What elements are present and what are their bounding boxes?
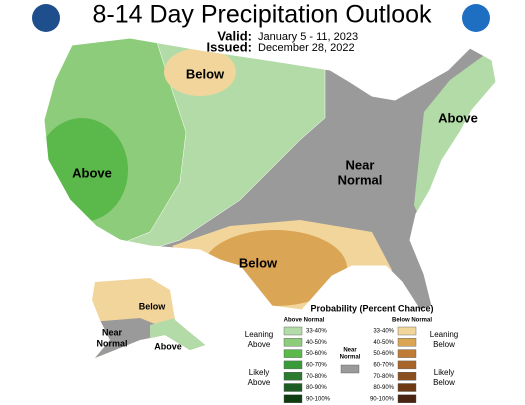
legend-label: 70-80% <box>306 374 327 380</box>
group-label: Likely <box>249 368 269 377</box>
region-label: Normal <box>338 172 383 187</box>
near-normal-swatch <box>340 364 360 374</box>
doc-logo <box>32 4 60 32</box>
group-label: Below <box>433 378 455 387</box>
legend-label: 50-60% <box>306 351 327 357</box>
group-label: Below <box>433 340 455 349</box>
title: 8-14 Day Precipitation Outlook <box>92 1 432 29</box>
legend-label: 80-90% <box>373 385 394 391</box>
group-label: Leaning <box>245 330 273 339</box>
legend-swatch <box>283 326 303 336</box>
legend-title: Probability (Percent Chance) <box>310 303 433 313</box>
legend-swatch <box>397 326 417 336</box>
legend-label: 40-50% <box>373 340 394 346</box>
legend-swatch <box>397 360 417 370</box>
legend-label: 60-70% <box>306 362 327 368</box>
legend-swatch <box>283 394 303 403</box>
legend-swatch <box>397 372 417 381</box>
legend-header: Near <box>343 348 357 354</box>
region-label: Above <box>438 110 478 125</box>
region-label: Near <box>346 157 375 172</box>
legend-swatch <box>283 349 303 358</box>
group-label: Above <box>248 378 271 387</box>
legend-label: 50-60% <box>373 351 394 357</box>
valid-label: Valid: <box>217 28 252 43</box>
issued: December 28, 2022 <box>258 42 355 54</box>
legend-label: 90-100% <box>306 396 331 402</box>
region-label: Near <box>102 327 123 337</box>
legend-label: 60-70% <box>373 362 394 368</box>
legend-header: Normal <box>340 355 361 361</box>
legend-label: 40-50% <box>306 340 327 346</box>
group-label: Likely <box>434 368 454 377</box>
us-outline <box>43 37 497 311</box>
legend: Probability (Percent Chance) Above Norma… <box>245 303 458 403</box>
legend-label: 80-90% <box>306 385 327 391</box>
group-label: Above <box>248 340 271 349</box>
region-label: Normal <box>96 338 127 348</box>
valid: January 5 - 11, 2023 <box>258 31 358 43</box>
alaska <box>92 278 205 358</box>
legend-header: Below Normal <box>392 318 432 324</box>
region-label: Below <box>186 66 225 81</box>
region-label: Below <box>139 301 167 311</box>
legend-swatch <box>397 394 417 403</box>
legend-swatch <box>397 383 417 392</box>
legend-swatch <box>283 383 303 392</box>
legend-header: Above Normal <box>284 318 325 324</box>
legend-swatch <box>283 372 303 381</box>
legend-label: 70-80% <box>373 374 394 380</box>
legend-label: 33-40% <box>373 329 394 335</box>
noaa-logo <box>462 4 490 32</box>
legend-label: 90-100% <box>370 396 395 402</box>
legend-swatch <box>397 349 417 358</box>
region-label: Below <box>239 255 278 270</box>
group-label: Leaning <box>430 330 458 339</box>
issued-label: Issued: <box>206 39 252 54</box>
legend-label: 33-40% <box>306 329 327 335</box>
legend-swatch <box>283 360 303 370</box>
legend-swatch <box>283 338 303 347</box>
region-label: Above <box>154 341 182 351</box>
legend-swatch <box>397 338 417 347</box>
region-label: Above <box>72 165 112 180</box>
